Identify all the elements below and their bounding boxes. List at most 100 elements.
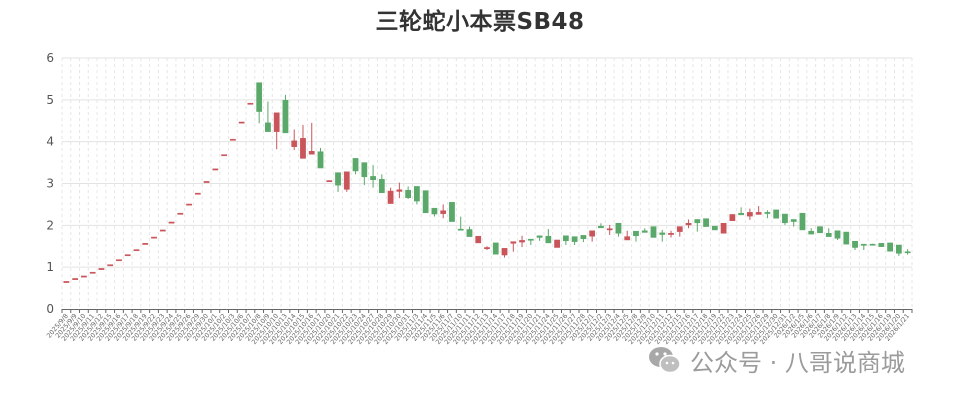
candle (510, 241, 517, 252)
candle-body (817, 226, 823, 234)
candle-body (212, 168, 219, 171)
candle-body (221, 154, 227, 157)
candle (685, 219, 692, 229)
candle (703, 218, 709, 227)
candle (221, 154, 227, 157)
candle (598, 223, 604, 229)
candle (764, 210, 771, 219)
candle-body (589, 230, 596, 237)
candle-body (562, 235, 569, 242)
y-tick-label: 6 (46, 51, 54, 65)
candle-body (703, 218, 709, 227)
candle (852, 240, 858, 251)
candle (694, 219, 701, 232)
candle (98, 268, 105, 270)
candle-body (519, 240, 525, 243)
y-tick-label: 4 (46, 135, 54, 149)
candle (659, 229, 666, 242)
candle (396, 182, 403, 199)
candle-body (256, 82, 263, 112)
candle-body (361, 162, 368, 178)
candle-body (747, 212, 753, 217)
candle-body (799, 212, 806, 231)
x-axis: 2025/9/82025/9/92025/9/102025/9/112025/9… (45, 309, 913, 346)
candles (63, 82, 911, 283)
candle-body (352, 158, 359, 172)
candle-body (335, 172, 341, 186)
candle (492, 242, 499, 255)
candle (229, 138, 236, 141)
candle (676, 226, 683, 237)
candle (711, 225, 718, 231)
candle-body (755, 212, 762, 215)
candle-body (904, 251, 911, 254)
candle-body (414, 186, 420, 202)
candle (414, 186, 420, 205)
candle (799, 212, 806, 231)
candle-body (790, 219, 797, 222)
candle (887, 242, 893, 252)
candle (168, 221, 175, 224)
candle (755, 206, 762, 215)
candle (519, 235, 525, 248)
candle-body (676, 226, 683, 232)
candle-body (300, 138, 306, 159)
y-tick-label: 3 (46, 177, 54, 191)
candle-body (895, 244, 902, 254)
candle (554, 239, 560, 248)
candle-body (536, 235, 543, 238)
candle (834, 230, 841, 240)
candle (291, 129, 298, 151)
candle-body (422, 190, 429, 214)
candle-body (98, 268, 105, 270)
candle-body (554, 239, 560, 248)
candle (63, 281, 70, 283)
candle-body (580, 235, 587, 239)
candle (527, 238, 534, 245)
candle (361, 162, 368, 186)
y-tick-label: 1 (46, 260, 54, 274)
candle-body (860, 243, 867, 246)
candle (265, 101, 271, 132)
candle-body (852, 240, 858, 248)
grid-lines (61, 57, 913, 309)
candle-body (81, 275, 87, 278)
candle-body (308, 151, 315, 155)
candle-body (186, 203, 192, 206)
candle-body (63, 281, 70, 283)
candle-body (466, 229, 473, 237)
candle-body (142, 243, 149, 245)
candle-body (668, 233, 674, 235)
candle-body (116, 259, 122, 262)
candle-body (177, 212, 184, 215)
candle (282, 94, 289, 134)
candle-body (326, 180, 333, 183)
candle-body (571, 236, 578, 242)
candle-body (151, 236, 157, 239)
candle-body (273, 112, 280, 132)
candle-body (773, 209, 780, 219)
watermark-text: 公众号 · 八哥说商城 (690, 348, 905, 377)
candle (431, 207, 438, 217)
candle (641, 228, 648, 233)
candle-body (825, 233, 832, 237)
candle (895, 244, 902, 256)
candle-body (782, 213, 788, 224)
candle (878, 243, 885, 247)
candle (159, 229, 166, 232)
candle-body (545, 235, 552, 244)
candle-body (808, 230, 815, 235)
candle-body (729, 214, 736, 221)
candle-body (764, 212, 771, 214)
candle-body (510, 241, 517, 244)
candle (273, 112, 280, 150)
candle (317, 147, 324, 169)
candle (378, 174, 385, 193)
candle (308, 122, 315, 155)
candle-body (650, 226, 657, 238)
candle-body (738, 212, 745, 216)
candle-body (282, 100, 289, 134)
candle-body (133, 249, 140, 252)
candle (142, 243, 149, 245)
